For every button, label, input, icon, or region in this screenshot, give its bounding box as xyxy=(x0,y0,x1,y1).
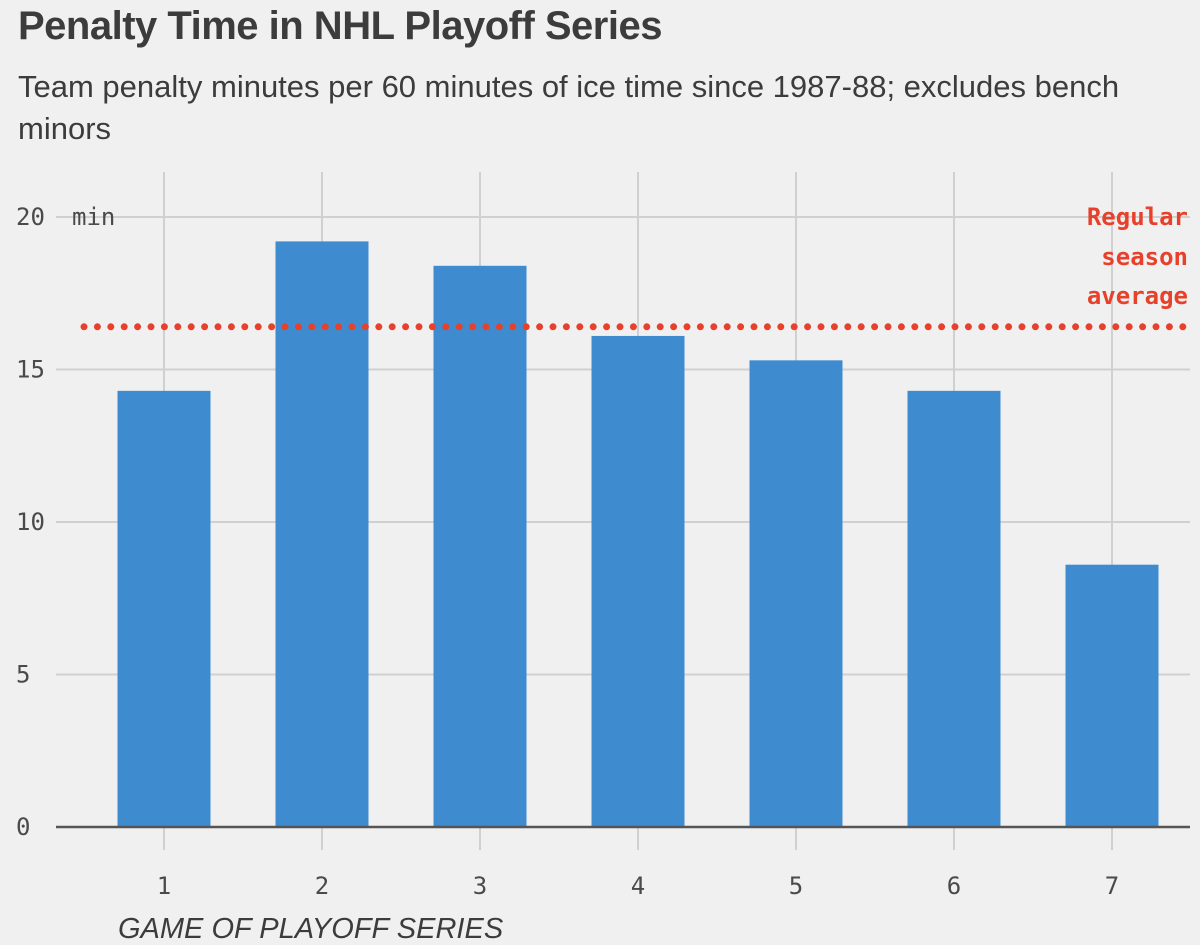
reference-label: average xyxy=(1087,282,1188,310)
reference-label: season xyxy=(1101,243,1188,271)
y-tick-label: 15 xyxy=(16,356,45,384)
bar-game-2 xyxy=(275,241,369,827)
bar-game-6 xyxy=(907,390,1001,827)
bar-game-5 xyxy=(749,360,843,827)
chart-subtitle: Team penalty minutes per 60 minutes of i… xyxy=(18,69,1120,146)
bar-game-4 xyxy=(591,335,685,827)
x-axis-title: GAME OF PLAYOFF SERIES xyxy=(118,913,504,945)
y-tick-label: 20 xyxy=(16,203,45,231)
bar-game-1 xyxy=(117,390,211,827)
bar-game-7 xyxy=(1065,564,1159,827)
y-tick-label: 0 xyxy=(16,813,30,841)
label-layer: 0 5 10 15 20 min 1 2 3 4 5 6 7 GAME OF PLAYOFF SERIES… xyxy=(16,203,1188,945)
bar-game-3 xyxy=(433,265,527,827)
x-tick-label: 1 xyxy=(157,872,171,900)
y-tick-label: 5 xyxy=(16,661,30,689)
x-tick-label: 2 xyxy=(315,872,329,900)
bar-layer xyxy=(117,241,1159,827)
x-tick-label: 6 xyxy=(947,872,961,900)
x-tick-label: 5 xyxy=(789,872,803,900)
x-tick-label: 7 xyxy=(1105,872,1119,900)
y-tick-label: 10 xyxy=(16,508,45,536)
x-tick-label: 3 xyxy=(473,872,487,900)
x-tick-label: 4 xyxy=(631,872,645,900)
chart-title: Penalty Time in NHL Playoff Series xyxy=(18,4,662,48)
y-unit-label: min xyxy=(72,203,115,231)
reference-label: Regular xyxy=(1087,203,1188,231)
